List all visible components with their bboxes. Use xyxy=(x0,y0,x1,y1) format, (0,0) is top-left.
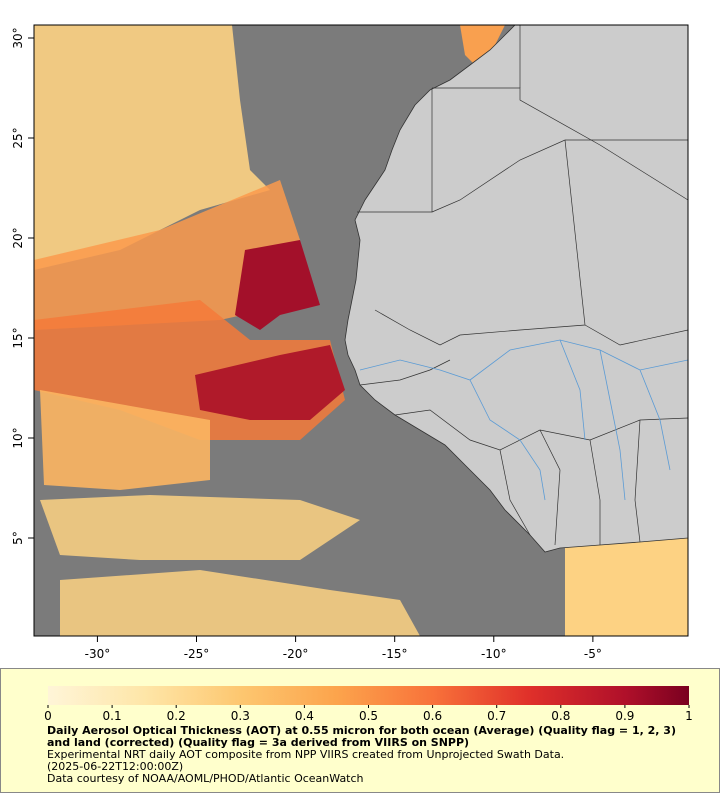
colorbar-tick-label: 0.4 xyxy=(295,709,314,723)
colorbar-tick-label: 0.1 xyxy=(103,709,122,723)
caption-line: (2025-06-22T12:00:00Z) xyxy=(47,760,184,773)
axes: -30° -25° -20° -15° -10° -5° 5° 10° 15° 20° 25° 30° xyxy=(11,27,602,661)
y-tick-label: 20° xyxy=(11,227,25,248)
colorbar-tick-label: 0.8 xyxy=(551,709,570,723)
land xyxy=(344,25,688,553)
aot-sparse xyxy=(565,536,688,636)
x-tick-label: -20° xyxy=(283,647,309,661)
rivers xyxy=(359,339,688,501)
aot-north xyxy=(34,25,270,270)
y-tick-label: 30° xyxy=(11,27,25,48)
colorbar-tick-label: 0.5 xyxy=(359,709,378,723)
colorbar-tick-label: 0.7 xyxy=(487,709,506,723)
x-tick-label: -15° xyxy=(382,647,408,661)
aot-south xyxy=(40,390,210,490)
map: -30° -25° -20° -15° -10° -5° 5° 10° 15° 20° 25° 30° xyxy=(11,24,689,661)
x-tick-label: -10° xyxy=(481,647,507,661)
aot-max xyxy=(235,240,320,330)
caption-title: Daily Aerosol Optical Thickness (AOT) at… xyxy=(47,724,676,749)
colorbar-ramp xyxy=(48,686,689,705)
caption-line: Data courtesy of NOAA/AOML/PHOD/Atlantic… xyxy=(47,772,364,785)
y-tick-label: 5° xyxy=(11,531,25,545)
aot-sparse xyxy=(60,570,420,636)
y-tick-label: 25° xyxy=(11,127,25,148)
map-content xyxy=(34,25,688,636)
y-tick-label: 10° xyxy=(11,427,25,448)
legend-panel: 0 0.1 0.2 0.3 0.4 0.5 0.6 0.7 0.8 0.9 1 xyxy=(0,668,720,793)
colorbar-tick-label: 0.6 xyxy=(423,709,442,723)
caption-line: Experimental NRT daily AOT composite fro… xyxy=(47,748,565,761)
aot-canary xyxy=(460,25,505,65)
colorbar-tick-label: 0.2 xyxy=(167,709,186,723)
x-tick-label: -25° xyxy=(184,647,210,661)
x-tick-label: -5° xyxy=(584,647,602,661)
caption: Daily Aerosol Optical Thickness (AOT) at… xyxy=(47,725,677,785)
colorbar-tick-label: 0 xyxy=(44,709,52,723)
aot-sparse xyxy=(40,495,360,560)
colorbar: 0 0.1 0.2 0.3 0.4 0.5 0.6 0.7 0.8 0.9 1 xyxy=(44,686,693,723)
x-tick-label: -30° xyxy=(85,647,111,661)
map-frame xyxy=(33,24,689,637)
aot-max xyxy=(195,345,345,420)
colorbar-tick-label: 0.9 xyxy=(615,709,634,723)
colorbar-tick-label: 0.3 xyxy=(231,709,250,723)
colorbar-tick-label: 1 xyxy=(685,709,693,723)
y-tick-label: 15° xyxy=(11,327,25,348)
